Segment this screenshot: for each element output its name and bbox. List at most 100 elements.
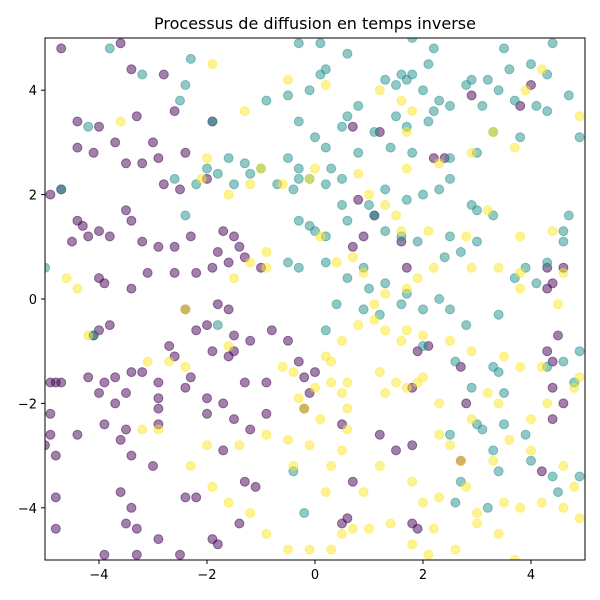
scatter-point xyxy=(401,382,412,393)
scatter-point xyxy=(418,330,428,341)
scatter-point xyxy=(256,163,266,174)
scatter-point xyxy=(520,85,531,96)
scatter-point xyxy=(407,69,418,80)
scatter-point xyxy=(558,267,569,278)
scatter-point xyxy=(391,111,401,122)
scatter-point xyxy=(94,226,104,237)
scatter-point xyxy=(428,43,439,54)
scatter-point xyxy=(391,80,401,90)
scatter-point xyxy=(434,398,445,409)
scatter-point xyxy=(407,147,418,158)
scatter-point xyxy=(380,388,391,398)
x-tick-label: 4 xyxy=(527,568,535,583)
scatter-point xyxy=(121,518,131,529)
scatter-point xyxy=(499,497,509,508)
scatter-point xyxy=(207,481,218,492)
scatter-point xyxy=(239,476,250,487)
scatter-point xyxy=(245,179,256,190)
scatter-point xyxy=(547,226,558,237)
scatter-point xyxy=(234,241,245,252)
scatter-point xyxy=(353,147,364,158)
scatter-point xyxy=(67,236,77,247)
scatter-point xyxy=(180,147,191,158)
scatter-point xyxy=(342,424,353,435)
scatter-point xyxy=(547,414,558,425)
scatter-point xyxy=(234,518,245,529)
scatter-point xyxy=(488,445,499,456)
scatter-point xyxy=(326,544,337,555)
scatter-point xyxy=(445,429,455,440)
scatter-point xyxy=(223,189,234,200)
scatter-point xyxy=(320,325,331,336)
scatter-point xyxy=(445,440,455,451)
scatter-point xyxy=(488,127,499,137)
scatter-point xyxy=(493,367,504,378)
scatter-point xyxy=(574,346,585,357)
scatter-point xyxy=(223,341,234,351)
scatter-point xyxy=(153,241,164,252)
scatter-point xyxy=(526,414,536,425)
scatter-point xyxy=(202,153,212,164)
scatter-point xyxy=(466,147,477,158)
x-tick-label: −4 xyxy=(89,568,108,583)
scatter-point xyxy=(574,372,585,383)
scatter-point xyxy=(202,163,212,174)
scatter-point xyxy=(347,121,358,132)
scatter-point xyxy=(229,414,239,425)
scatter-point xyxy=(499,388,509,398)
scatter-point xyxy=(293,215,304,226)
scatter-point xyxy=(353,194,364,205)
scatter-point xyxy=(407,539,418,550)
scatter-point xyxy=(299,403,310,414)
scatter-point xyxy=(110,372,121,383)
scatter-point xyxy=(83,231,94,242)
scatter-point xyxy=(450,544,461,555)
scatter-point xyxy=(283,74,293,85)
scatter-point xyxy=(180,361,191,372)
scatter-point xyxy=(229,330,239,341)
scatter-point xyxy=(212,247,223,257)
scatter-point xyxy=(369,314,380,325)
scatter-point xyxy=(277,361,288,372)
scatter-point xyxy=(83,121,94,132)
scatter-point xyxy=(261,95,272,106)
scatter-point xyxy=(445,335,455,346)
scatter-point xyxy=(218,226,229,237)
scatter-point xyxy=(169,106,180,117)
scatter-point xyxy=(412,236,423,247)
scatter-point xyxy=(509,95,520,106)
scatter-point xyxy=(261,377,272,388)
scatter-point xyxy=(407,476,418,487)
scatter-point xyxy=(342,111,353,122)
scatter-point xyxy=(445,153,455,164)
scatter-point xyxy=(353,320,364,331)
scatter-point xyxy=(121,158,131,169)
scatter-point xyxy=(364,523,374,534)
scatter-point xyxy=(493,262,504,273)
scatter-point xyxy=(169,241,180,252)
scatter-point xyxy=(358,487,369,498)
scatter-point xyxy=(245,424,256,435)
scatter-point xyxy=(121,205,131,216)
scatter-point xyxy=(547,382,558,393)
scatter-point xyxy=(164,341,175,351)
scatter-point xyxy=(61,273,72,284)
scatter-point xyxy=(418,189,428,200)
scatter-point xyxy=(212,320,223,331)
scatter-point xyxy=(185,372,196,383)
scatter-point xyxy=(553,487,563,498)
scatter-point xyxy=(245,168,256,179)
scatter-point xyxy=(245,335,256,346)
scatter-point xyxy=(547,471,558,482)
scatter-point xyxy=(499,43,509,54)
scatter-point xyxy=(137,158,148,169)
scatter-point xyxy=(434,429,445,440)
scatter-point xyxy=(536,497,547,508)
scatter-point xyxy=(99,419,110,430)
scatter-point xyxy=(347,241,358,252)
scatter-point xyxy=(542,257,553,268)
scatter-point xyxy=(310,132,320,143)
scatter-point xyxy=(299,508,310,518)
scatter-point xyxy=(531,100,542,111)
scatter-point xyxy=(374,85,385,96)
